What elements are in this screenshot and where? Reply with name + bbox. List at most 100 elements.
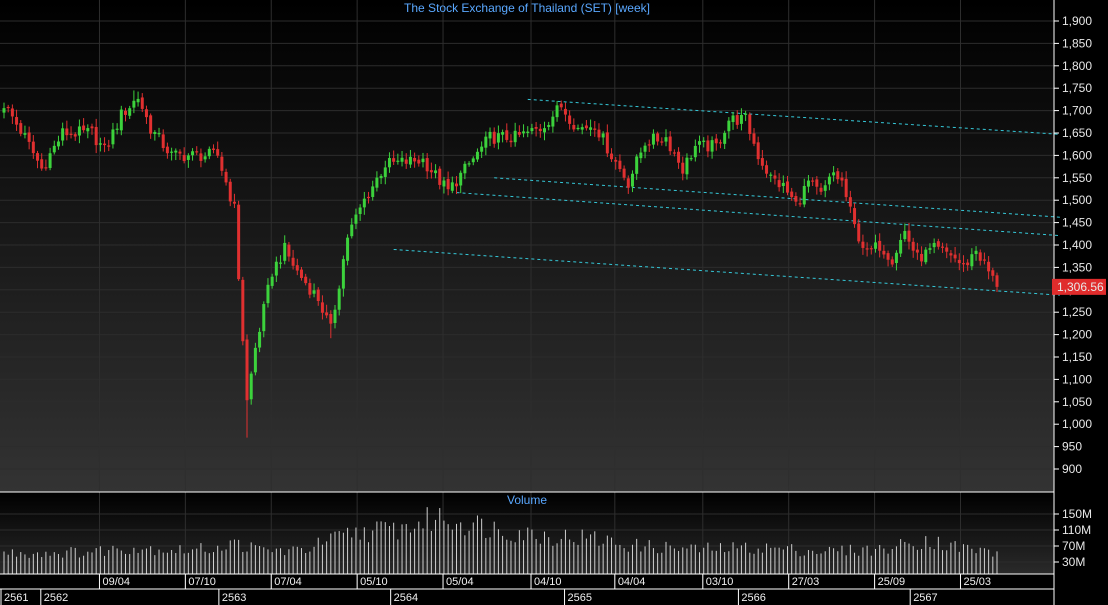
candle: [903, 223, 907, 242]
candle: [157, 127, 161, 138]
candle: [886, 250, 890, 267]
price-tick-label: 1,450: [1062, 216, 1092, 230]
vertical-grid-lines: [98, 0, 961, 589]
candle: [610, 148, 614, 163]
candle-body: [526, 131, 530, 134]
candle: [815, 176, 819, 195]
candle: [568, 110, 572, 130]
candle-body: [840, 177, 844, 181]
candle-body: [266, 284, 270, 304]
candle: [245, 334, 249, 438]
candle: [136, 91, 140, 107]
candle: [991, 267, 995, 282]
candle: [932, 238, 936, 254]
candle: [337, 285, 341, 316]
candle: [949, 250, 953, 263]
price-tick-label: 950: [1062, 440, 1082, 454]
price-tick-label: 1,350: [1062, 260, 1092, 274]
candle: [421, 152, 425, 168]
candle: [802, 178, 806, 208]
year-label: 2567: [913, 592, 937, 604]
candle: [710, 136, 714, 159]
candle: [643, 142, 647, 159]
price-tick-label: 1,200: [1062, 328, 1092, 342]
candle: [555, 101, 559, 122]
candle: [806, 175, 810, 193]
candle: [844, 171, 848, 202]
candle-body: [811, 180, 815, 182]
candle-body: [907, 230, 911, 242]
candle-body: [534, 126, 538, 129]
candle: [203, 152, 207, 163]
candle-body: [576, 127, 580, 130]
candle: [756, 136, 760, 165]
candle-body: [165, 146, 169, 154]
candle-body: [794, 196, 798, 202]
price-tick-label: 1,750: [1062, 81, 1092, 95]
candle: [346, 234, 350, 266]
candle-body: [987, 261, 991, 272]
candle: [119, 105, 123, 136]
candle: [798, 197, 802, 207]
candle-body: [769, 174, 773, 176]
candle: [375, 171, 379, 192]
candle-body: [392, 158, 396, 162]
candle: [170, 147, 174, 161]
candle: [714, 134, 718, 151]
candle-body: [396, 160, 400, 162]
candle-body: [702, 140, 706, 142]
candle: [434, 164, 438, 179]
candle: [450, 176, 454, 194]
candle: [987, 256, 991, 280]
candle: [220, 151, 224, 176]
candle: [124, 107, 128, 122]
candle-body: [865, 248, 869, 250]
candle: [995, 272, 999, 293]
candle-body: [656, 133, 660, 142]
date-label: 25/09: [878, 576, 906, 588]
candle-body: [605, 132, 609, 154]
candle-body: [710, 140, 714, 152]
candle: [618, 154, 622, 172]
candle-body: [492, 131, 496, 144]
candle-body: [878, 240, 882, 251]
price-tick-label: 1,050: [1062, 395, 1092, 409]
candle: [61, 122, 65, 146]
candle-body: [517, 131, 521, 135]
candle: [748, 112, 752, 141]
candle-body: [149, 115, 153, 134]
candle: [132, 90, 136, 114]
candle: [48, 147, 52, 171]
candle-body: [241, 279, 245, 342]
date-label: 05/10: [360, 576, 388, 588]
candle: [463, 161, 467, 180]
candle: [878, 233, 882, 258]
candle: [392, 150, 396, 165]
candle: [915, 242, 919, 260]
candle-body: [262, 304, 266, 332]
candle: [31, 135, 35, 159]
candle: [371, 180, 375, 201]
candle-body: [387, 158, 391, 168]
candle-body: [765, 165, 769, 174]
candle: [44, 159, 48, 171]
candle-body: [182, 155, 186, 162]
candle: [635, 154, 639, 180]
candle-body: [40, 159, 44, 169]
candle-body: [677, 151, 681, 163]
candle-body: [429, 170, 433, 173]
candle-body: [936, 241, 940, 247]
candle: [304, 273, 308, 286]
candle: [249, 371, 253, 405]
date-label: 27/03: [792, 576, 820, 588]
candle: [367, 191, 371, 204]
candle-body: [559, 103, 563, 108]
candle: [840, 172, 844, 187]
candle: [94, 118, 98, 154]
trend-line: [494, 177, 1060, 218]
candle-body: [103, 143, 107, 146]
candle-body: [358, 207, 362, 215]
candlestick-series: [2, 90, 999, 438]
candle: [471, 156, 475, 166]
